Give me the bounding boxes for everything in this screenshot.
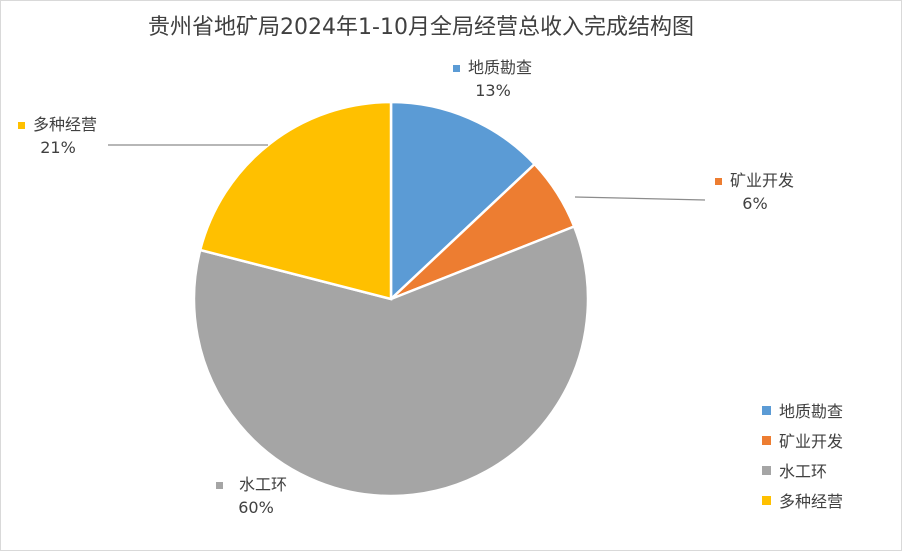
- data-label-duozhong: 多种经营 21%: [18, 115, 97, 157]
- legend-label: 多种经营: [779, 492, 844, 511]
- data-label-value: 6%: [742, 194, 767, 213]
- data-label-category: 矿业开发: [730, 171, 794, 190]
- chart-title: 贵州省地矿局2024年1-10月全局经营总收入完成结构图: [148, 15, 694, 40]
- pie-slice-duozhong: [198, 100, 393, 301]
- legend-item-kuangye: 矿业开发: [762, 425, 843, 455]
- legend-label: 矿业开发: [779, 432, 844, 451]
- pie-slice-dizhi: [389, 100, 537, 302]
- legend-label: 水工环: [779, 462, 828, 481]
- data-label-category: 水工环: [239, 475, 287, 494]
- legend-swatch-icon: [762, 495, 771, 505]
- data-label-dizhi: 地质勘查 13%: [453, 58, 532, 100]
- legend-item-shuigonghuan: 水工环: [762, 455, 843, 485]
- legend-item-dizhi: 地质勘查: [762, 395, 843, 425]
- data-label-swatch-icon: [216, 482, 223, 489]
- data-label-value: 13%: [475, 81, 511, 100]
- legend-item-duozhong: 多种经营: [762, 485, 843, 515]
- data-label-value: 21%: [40, 138, 76, 157]
- data-label-swatch-icon: [715, 178, 722, 185]
- data-label-shuigonghuan: 水工环 60%: [216, 475, 287, 517]
- legend-swatch-icon: [762, 435, 771, 445]
- legend-label: 地质勘查: [779, 402, 844, 421]
- leader-line-kuangye: [574, 196, 706, 201]
- data-label-value: 60%: [238, 498, 274, 517]
- pie-slice-shuigonghuan: [192, 224, 590, 498]
- data-label-kuangye: 矿业开发 6%: [715, 171, 794, 213]
- legend-swatch-icon: [762, 405, 771, 415]
- data-label-swatch-icon: [453, 65, 460, 72]
- data-label-category: 多种经营: [33, 115, 97, 134]
- data-label-category: 地质勘查: [468, 58, 532, 77]
- legend: 地质勘查 矿业开发 水工环 多种经营: [762, 395, 843, 515]
- data-label-swatch-icon: [18, 122, 25, 129]
- legend-swatch-icon: [762, 465, 771, 475]
